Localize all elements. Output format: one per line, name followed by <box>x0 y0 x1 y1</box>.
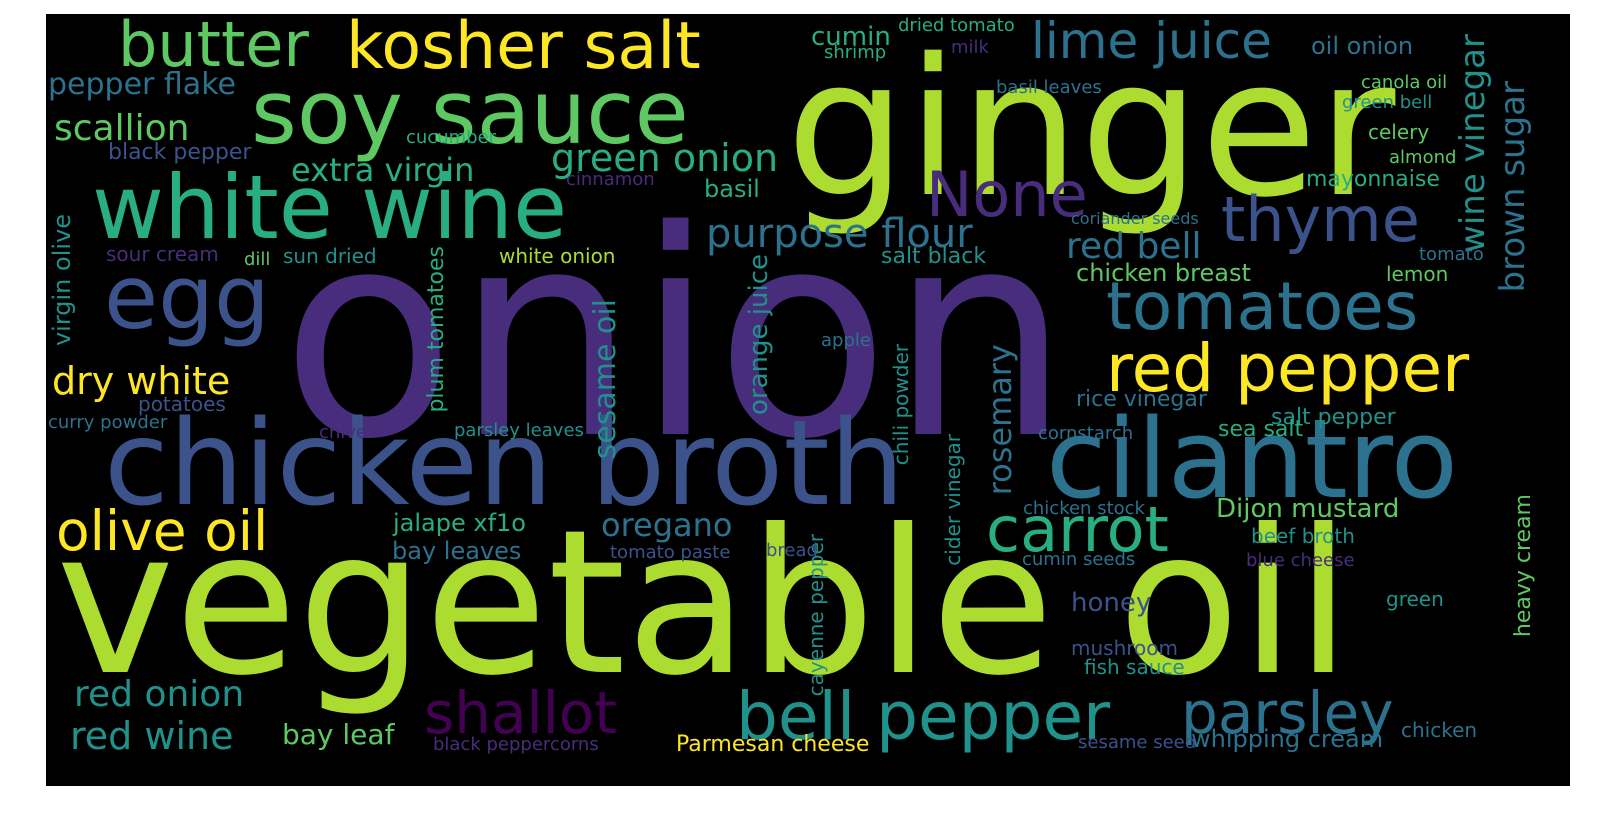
cloud-word: egg <box>104 246 270 349</box>
cloud-word: onion <box>281 170 1071 502</box>
cloud-word: green <box>1386 587 1444 611</box>
cloud-word: cider vinegar <box>941 434 965 566</box>
cloud-word: chili powder <box>889 344 913 466</box>
cloud-word: jalape xf1o <box>393 509 526 537</box>
cloud-word: dried tomato <box>898 15 1015 36</box>
word-cloud: onion vegetable oil ginger chicken broth cil… <box>46 14 1570 786</box>
cloud-word: virgin olive <box>48 214 76 347</box>
cloud-word: salt black <box>881 244 987 269</box>
cloud-word: chicken <box>1401 718 1478 742</box>
cloud-word: wine vinegar <box>1453 34 1493 253</box>
cloud-word: cumin <box>811 22 891 52</box>
cloud-word: vegetable oil <box>56 487 1352 720</box>
cloud-word: chicken broth <box>104 394 905 532</box>
cloud-word: brown sugar <box>1493 81 1533 293</box>
cloud-word: bell pepper <box>736 678 1111 755</box>
cloud-word: chive <box>319 422 368 443</box>
cloud-word: lime juice <box>1031 14 1272 70</box>
cloud-word: olive oil <box>56 499 269 563</box>
cloud-word: red bell <box>1066 226 1202 267</box>
cloud-word: blue cheese <box>1246 550 1355 571</box>
cloud-word: orange juice <box>744 254 774 415</box>
cloud-word: ginger <box>786 18 1396 239</box>
cloud-word: rosemary <box>981 344 1019 496</box>
cloud-word: honey <box>1071 588 1152 618</box>
cloud-word: Dijon mustard <box>1216 494 1400 524</box>
cloud-word: red onion <box>74 674 245 715</box>
cloud-word: fish sauce <box>1084 655 1185 679</box>
cloud-word: basil leaves <box>996 77 1102 98</box>
cloud-word: None <box>926 158 1088 231</box>
cloud-word: cumin seeds <box>1022 549 1136 570</box>
cloud-word: shallot <box>424 679 617 747</box>
cloud-word: Parmesan cheese <box>676 732 870 757</box>
cloud-word: heavy cream <box>1511 494 1536 638</box>
cloud-word: whipping cream <box>1191 725 1384 753</box>
cloud-word: oil onion <box>1311 32 1414 60</box>
cloud-word: parsley leaves <box>454 420 584 441</box>
cloud-word: pepper flake <box>48 67 236 102</box>
cloud-word: mushroom <box>1071 636 1178 660</box>
cloud-word: oregano <box>601 506 733 544</box>
cloud-word: rice vinegar <box>1076 387 1207 412</box>
cloud-word: cinnamon <box>566 169 655 190</box>
cloud-word: scallion <box>54 108 190 149</box>
cloud-word: lemon <box>1386 262 1449 286</box>
cloud-word: butter <box>118 14 309 81</box>
cloud-word: green onion <box>551 136 779 180</box>
cloud-word: sesame oil <box>588 299 623 460</box>
cloud-word: cornstarch <box>1038 423 1134 444</box>
cloud-word: white onion <box>499 244 616 268</box>
cloud-word: purpose flour <box>706 211 973 257</box>
cloud-word: tomato <box>1419 244 1484 265</box>
cloud-word: black pepper <box>108 140 252 165</box>
cloud-word: bay leaf <box>282 718 395 751</box>
cloud-word: red pepper <box>1106 330 1470 407</box>
cloud-word: kosher salt <box>346 14 701 84</box>
cloud-word: parsley <box>1181 679 1394 747</box>
cloud-word: tomato paste <box>610 542 731 563</box>
cloud-word: coriander seeds <box>1071 209 1199 228</box>
cloud-word: white wine <box>92 156 568 259</box>
cloud-word: tomatoes <box>1106 268 1419 345</box>
cloud-word: sea salt <box>1218 417 1304 442</box>
cloud-word: salt pepper <box>1271 405 1396 430</box>
cloud-word: bay leaves <box>392 537 522 565</box>
cloud-word: apple <box>821 330 871 351</box>
cloud-word: bread <box>766 540 818 561</box>
cloud-word: beef broth <box>1251 524 1355 548</box>
cloud-word: canola oil <box>1361 72 1448 93</box>
cloud-word: curry powder <box>48 412 168 433</box>
cloud-word: mayonnaise <box>1306 167 1440 192</box>
cloud-word: cucumber <box>406 127 497 148</box>
cloud-word: celery <box>1368 120 1430 144</box>
cloud-word: almond <box>1389 147 1457 168</box>
cloud-word: thyme <box>1221 183 1420 256</box>
cloud-word: basil <box>704 175 760 203</box>
cloud-word: cilantro <box>1046 395 1458 523</box>
cloud-word: red wine <box>70 714 234 758</box>
cloud-word: chicken stock <box>1023 498 1145 519</box>
cloud-word: shrimp <box>824 42 887 63</box>
cloud-word: sesame seed <box>1078 732 1197 753</box>
cloud-word: green bell <box>1342 92 1433 113</box>
cloud-word: plum tomatoes <box>424 246 449 413</box>
cloud-word: chicken breast <box>1076 259 1251 287</box>
cloud-word: soy sauce <box>251 61 689 164</box>
cloud-word: sour cream <box>106 242 219 266</box>
cloud-word: extra virgin <box>291 151 475 189</box>
cloud-word: black peppercorns <box>433 734 599 755</box>
cloud-word: carrot <box>986 493 1169 566</box>
cloud-word: dill <box>244 249 271 270</box>
cloud-word: dry white <box>52 359 231 403</box>
cloud-word: milk <box>951 37 989 58</box>
cloud-word: potatoes <box>138 392 226 416</box>
cloud-word: sun dried <box>283 244 377 268</box>
